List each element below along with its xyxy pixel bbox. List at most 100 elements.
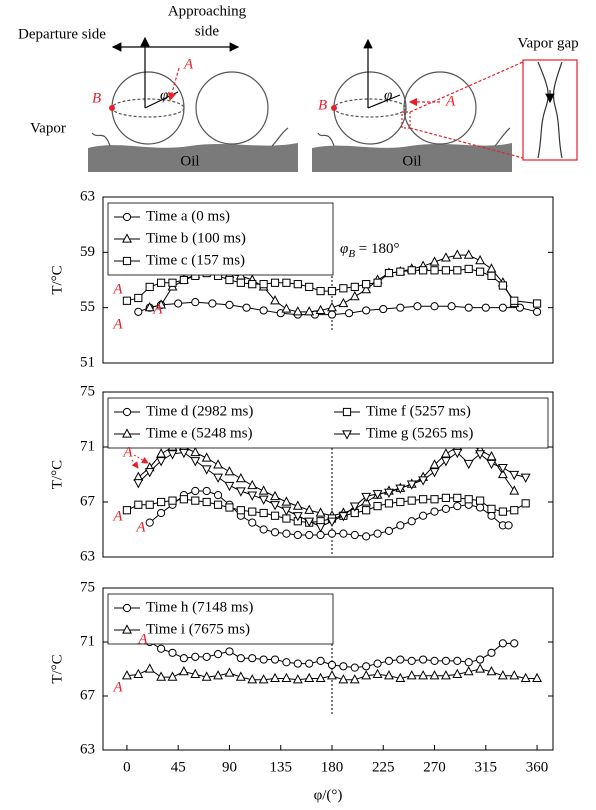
marker bbox=[429, 256, 440, 266]
legend-marker bbox=[122, 256, 132, 266]
vapor-gap-label: Vapor gap bbox=[517, 35, 578, 51]
x-tick-label: 45 bbox=[171, 759, 186, 775]
marker bbox=[441, 266, 451, 275]
marker bbox=[361, 492, 372, 503]
marker bbox=[396, 497, 405, 507]
marker bbox=[270, 655, 280, 664]
y-tick-label: 71 bbox=[80, 438, 95, 454]
marker bbox=[532, 307, 542, 316]
marker bbox=[144, 663, 155, 673]
marker bbox=[497, 468, 508, 479]
legend-marker bbox=[342, 430, 352, 440]
marker bbox=[430, 656, 439, 666]
marker bbox=[418, 670, 429, 680]
marker bbox=[259, 525, 268, 534]
marker bbox=[157, 497, 166, 507]
marker bbox=[429, 459, 440, 469]
marker bbox=[236, 506, 245, 515]
marker bbox=[384, 488, 394, 499]
y-tick-label: 59 bbox=[80, 244, 95, 260]
marker bbox=[156, 457, 167, 467]
marker bbox=[327, 310, 337, 319]
plot-frame bbox=[102, 587, 554, 751]
point-b: B bbox=[92, 90, 101, 106]
marker bbox=[349, 502, 360, 512]
marker bbox=[327, 660, 337, 670]
legend-label: Time c (157 ms) bbox=[146, 252, 245, 268]
marker bbox=[338, 512, 349, 522]
marker bbox=[440, 448, 451, 458]
oil-label: Oil bbox=[402, 153, 421, 169]
marker bbox=[247, 674, 258, 684]
marker bbox=[384, 268, 394, 278]
marker bbox=[362, 662, 371, 671]
vapor-label: Vapor bbox=[30, 120, 66, 136]
marker bbox=[167, 671, 178, 681]
y-tick-label: 55 bbox=[80, 299, 95, 315]
annotation-arrow bbox=[131, 459, 139, 469]
marker bbox=[293, 659, 302, 668]
marker bbox=[486, 450, 497, 461]
marker bbox=[520, 473, 531, 483]
marker bbox=[452, 668, 463, 678]
marker bbox=[270, 490, 280, 501]
marker bbox=[122, 296, 132, 305]
marker bbox=[248, 507, 257, 516]
marker bbox=[236, 654, 245, 663]
marker bbox=[282, 529, 291, 538]
marker bbox=[413, 302, 422, 311]
marker bbox=[453, 502, 462, 511]
y-tick-label: 63 bbox=[80, 741, 95, 757]
marker bbox=[304, 517, 315, 527]
marker bbox=[510, 639, 519, 648]
marker bbox=[178, 448, 189, 459]
marker bbox=[281, 506, 292, 516]
marker bbox=[179, 495, 188, 504]
marker bbox=[373, 278, 382, 287]
marker bbox=[121, 670, 132, 680]
legend-label: Time f (5257 ms) bbox=[366, 403, 471, 419]
point-label: A bbox=[112, 316, 123, 332]
marker bbox=[191, 298, 200, 307]
x-tick-label: 315 bbox=[475, 759, 498, 775]
marker bbox=[350, 530, 359, 540]
marker bbox=[440, 252, 451, 262]
marker bbox=[224, 667, 235, 677]
marker bbox=[144, 302, 155, 312]
series-line bbox=[137, 443, 515, 517]
marker bbox=[532, 299, 542, 308]
marker bbox=[258, 495, 269, 505]
marker bbox=[406, 670, 417, 680]
legend-marker bbox=[122, 407, 132, 417]
marker bbox=[463, 459, 474, 470]
marker bbox=[406, 480, 417, 490]
marker bbox=[201, 671, 212, 681]
marker bbox=[475, 655, 485, 664]
marker bbox=[396, 521, 405, 530]
legend-box bbox=[107, 593, 334, 645]
y-tick-label: 51 bbox=[80, 354, 95, 370]
marker bbox=[225, 503, 234, 512]
legend-box bbox=[107, 202, 334, 276]
legend-marker bbox=[122, 428, 132, 438]
marker bbox=[362, 532, 371, 541]
marker bbox=[133, 479, 144, 489]
x-tick-label: 360 bbox=[526, 759, 549, 775]
marker bbox=[372, 668, 383, 678]
legend-label: Time d (2982 ms) bbox=[146, 403, 253, 419]
marker bbox=[236, 278, 245, 287]
marker bbox=[395, 484, 406, 494]
marker bbox=[487, 271, 496, 280]
marker bbox=[419, 266, 428, 275]
marker bbox=[145, 518, 154, 527]
marker bbox=[202, 497, 211, 507]
marker bbox=[156, 299, 167, 309]
marker bbox=[430, 266, 439, 275]
marker bbox=[168, 648, 177, 657]
marker bbox=[396, 267, 405, 276]
marker bbox=[453, 493, 462, 502]
marker bbox=[282, 278, 291, 287]
x-tick-label: 225 bbox=[372, 759, 395, 775]
point-label: A bbox=[112, 508, 123, 524]
y-axis-label: T/°C bbox=[49, 460, 65, 489]
